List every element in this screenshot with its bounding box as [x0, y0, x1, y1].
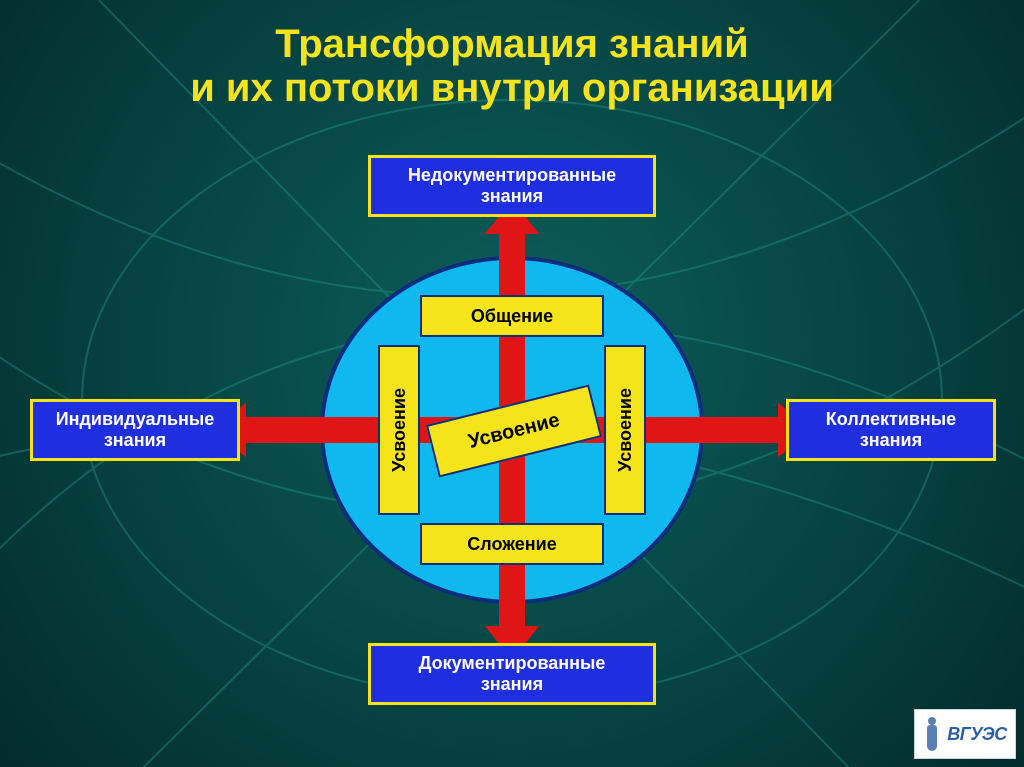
inner-box-top: Общение [420, 295, 604, 337]
inner-box-top-label: Общение [471, 306, 553, 327]
title-line-1: Трансформация знаний [0, 22, 1024, 66]
slide: Трансформация знаний и их потоки внутри … [0, 0, 1024, 767]
outer-box-right-line1: Коллективные [826, 409, 956, 430]
logo-text: ВГУЭС [947, 724, 1006, 745]
outer-box-right: Коллективные знания [786, 399, 996, 461]
title-line-2: и их потоки внутри организации [0, 66, 1024, 110]
outer-box-left: Индивидуальные знания [30, 399, 240, 461]
center-box-label: Усвоение [466, 409, 562, 454]
outer-box-left-line2: знания [56, 430, 215, 451]
inner-box-left-label: Усвоение [389, 388, 410, 472]
outer-box-top: Недокументированные знания [368, 155, 656, 217]
outer-box-bottom-line2: знания [419, 674, 606, 695]
outer-box-bottom-line1: Документированные [419, 653, 606, 674]
inner-box-bottom: Сложение [420, 523, 604, 565]
outer-box-left-line1: Индивидуальные [56, 409, 215, 430]
logo-figure-icon [923, 717, 941, 751]
logo: ВГУЭС [914, 709, 1016, 759]
outer-box-bottom: Документированные знания [368, 643, 656, 705]
outer-box-top-line1: Недокументированные [408, 165, 616, 186]
slide-title: Трансформация знаний и их потоки внутри … [0, 22, 1024, 110]
inner-box-right-label: Усвоение [615, 388, 636, 472]
outer-box-top-line2: знания [408, 186, 616, 207]
inner-box-right: Усвоение [604, 345, 646, 515]
diagram: Недокументированные знания Документирова… [0, 150, 1024, 710]
inner-box-bottom-label: Сложение [467, 534, 556, 555]
outer-box-right-line2: знания [826, 430, 956, 451]
inner-box-left: Усвоение [378, 345, 420, 515]
